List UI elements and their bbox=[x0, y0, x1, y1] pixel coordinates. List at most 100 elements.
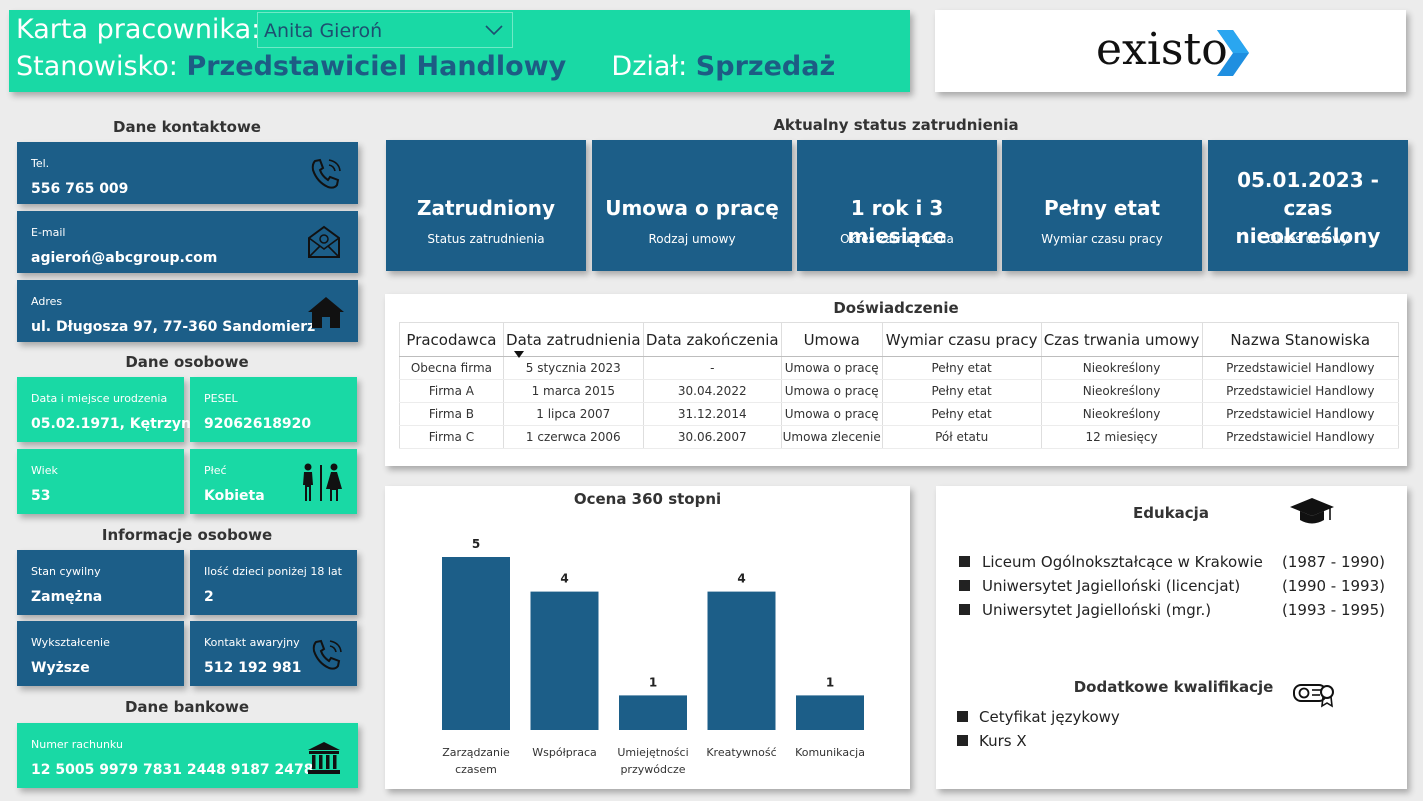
column-header[interactable]: Wymiar czasu pracy bbox=[881, 322, 1042, 357]
bar[interactable] bbox=[530, 591, 599, 730]
age-card: Wiek 53 bbox=[17, 449, 184, 514]
experience-panel: Doświadczenie Pracodawca Data zatrudnieni… bbox=[385, 294, 1407, 466]
bar[interactable] bbox=[707, 591, 776, 730]
account-card: Numer rachunku 12 5005 9979 7831 2448 91… bbox=[17, 723, 358, 788]
table-cell: 5 stycznia 2023 bbox=[502, 356, 644, 380]
x-tick-label: Umiejętności przywódcze bbox=[617, 746, 688, 776]
table-cell: Umowa o pracę bbox=[780, 379, 883, 403]
personal-title: Dane osobowe bbox=[125, 353, 249, 371]
position-line: Stanowisko: Przedstawiciel Handlowy Dzia… bbox=[16, 51, 835, 82]
column-header-label: Wymiar czasu pracy bbox=[885, 330, 1038, 349]
column-header[interactable]: Data zakończenia bbox=[642, 322, 782, 357]
x-tick-label: Kreatywność bbox=[706, 746, 776, 759]
x-tick-label: Współpraca bbox=[532, 746, 596, 759]
bar[interactable] bbox=[619, 695, 687, 730]
column-header-label: Nazwa Stanowiska bbox=[1230, 330, 1371, 349]
email-icon bbox=[308, 225, 340, 258]
department-label: Dział: bbox=[611, 51, 688, 82]
bar[interactable] bbox=[796, 695, 864, 730]
bar[interactable] bbox=[442, 557, 510, 730]
phone-icon bbox=[312, 639, 342, 670]
bullet bbox=[957, 711, 968, 722]
qualification-item: Kurs X bbox=[979, 732, 1027, 750]
education-value: Wyższe bbox=[31, 660, 90, 676]
status-tile-value: Pełny etat bbox=[1043, 196, 1161, 220]
education-item-name: Uniwersytet Jagielloński (licencjat) bbox=[982, 577, 1241, 595]
address-value: ul. Długosza 97, 77-360 Sandomierz bbox=[31, 319, 316, 335]
phone-card: Tel. 556 765 009 bbox=[17, 142, 358, 204]
phone-icon bbox=[311, 158, 341, 189]
column-header-label: Umowa bbox=[803, 330, 860, 349]
table-cell: Nieokreślony bbox=[1040, 379, 1203, 403]
employee-select-value: Anita Gieroń bbox=[264, 20, 383, 42]
phone-label: Tel. bbox=[31, 157, 50, 170]
column-header-label: Data zakończenia bbox=[645, 330, 779, 349]
age-value: 53 bbox=[31, 488, 51, 504]
data-label: 4 bbox=[737, 572, 745, 586]
table-cell: Przedstawiciel Handlowy bbox=[1201, 402, 1400, 426]
education-item-years: (1987 - 1990) bbox=[1282, 553, 1386, 571]
column-header[interactable]: Czas trwania umowy bbox=[1040, 322, 1203, 357]
status-title: Aktualny status zatrudnienia bbox=[773, 116, 1019, 134]
logo-text: existo bbox=[1096, 24, 1228, 75]
email-card: E-mail agieroń@abcgroup.com bbox=[17, 211, 358, 273]
phone-value: 556 765 009 bbox=[31, 181, 129, 197]
table-cell: 30.06.2007 bbox=[642, 425, 782, 449]
data-label: 4 bbox=[560, 572, 568, 586]
employee-select[interactable]: Anita Gieroń bbox=[257, 12, 513, 48]
pesel-value: 92062618920 bbox=[204, 416, 312, 432]
address-label: Adres bbox=[31, 295, 63, 308]
column-header[interactable]: Pracodawca bbox=[399, 322, 504, 357]
bullet bbox=[959, 556, 970, 567]
table-cell: Firma B bbox=[399, 402, 504, 426]
education-item-name: Liceum Ogólnokształcące w Krakowie bbox=[982, 553, 1263, 571]
people-icon bbox=[303, 463, 342, 501]
status-tile-value: 05.01.2023 - czas nieokreślony bbox=[1235, 168, 1381, 248]
column-header[interactable]: Nazwa Stanowiska bbox=[1201, 322, 1400, 357]
table-cell: Przedstawiciel Handlowy bbox=[1201, 425, 1400, 449]
account-label: Numer rachunku bbox=[31, 738, 123, 751]
table-cell: Umowa o pracę bbox=[780, 356, 883, 380]
chart-title: Ocena 360 stopni bbox=[573, 490, 722, 508]
contact-title: Dane kontaktowe bbox=[113, 118, 261, 136]
position-value: Przedstawiciel Handlowy bbox=[186, 51, 567, 82]
marital-value: Zamężna bbox=[31, 589, 103, 605]
column-header[interactable]: Data zatrudnienia bbox=[502, 322, 644, 358]
home-icon bbox=[308, 297, 344, 328]
status-tile: 1 rok i 3 miesiące Okres zatrudnienia bbox=[797, 140, 997, 271]
logo-chevron-icon bbox=[1217, 30, 1249, 76]
status-tile-label: Rodzaj umowy bbox=[648, 232, 736, 246]
status-tile-value: Umowa o pracę bbox=[605, 196, 779, 220]
education-item-years: (1993 - 1995) bbox=[1282, 601, 1386, 619]
table-cell: Przedstawiciel Handlowy bbox=[1201, 356, 1400, 380]
qualifications-title: Dodatkowe kwalifikacje bbox=[1073, 678, 1274, 696]
status-tile: 05.01.2023 - czas nieokreślony Okres umow… bbox=[1208, 140, 1408, 271]
children-value: 2 bbox=[204, 589, 214, 605]
address-card: Adres ul. Długosza 97, 77-360 Sandomierz bbox=[17, 280, 358, 342]
children-label: Ilość dzieci poniżej 18 lat bbox=[204, 565, 342, 578]
data-label: 5 bbox=[472, 537, 480, 551]
column-header-label: Pracodawca bbox=[406, 330, 497, 349]
department-value: Sprzedaż bbox=[695, 51, 836, 82]
position-label: Stanowisko: bbox=[16, 51, 178, 82]
status-tile-label: Okres zatrudnienia bbox=[840, 232, 954, 246]
emergency-label: Kontakt awaryjny bbox=[204, 636, 300, 649]
bullet bbox=[959, 580, 970, 591]
education-title: Edukacja bbox=[1133, 504, 1209, 522]
experience-table: Pracodawca Data zatrudnienia Data zakończe… bbox=[399, 322, 1400, 449]
sort-desc-icon[interactable] bbox=[513, 351, 524, 358]
status-tile-label: Wymiar czasu pracy bbox=[1041, 232, 1163, 246]
education-label: Wykształcenie bbox=[31, 636, 110, 649]
marital-card: Stan cywilny Zamężna bbox=[17, 550, 184, 615]
data-label: 1 bbox=[826, 675, 834, 689]
status-tile-value: 1 rok i 3 miesiące bbox=[847, 196, 947, 248]
education-panel: Edukacja Liceum Ogólnokształcące w Krako… bbox=[936, 486, 1407, 789]
gender-card: Płeć Kobieta bbox=[190, 449, 357, 514]
logo-panel: existo bbox=[935, 10, 1406, 92]
age-label: Wiek bbox=[31, 464, 58, 477]
card-label: Karta pracownika: bbox=[16, 14, 261, 45]
column-header[interactable]: Umowa bbox=[780, 322, 883, 357]
gender-value: Kobieta bbox=[204, 488, 265, 504]
